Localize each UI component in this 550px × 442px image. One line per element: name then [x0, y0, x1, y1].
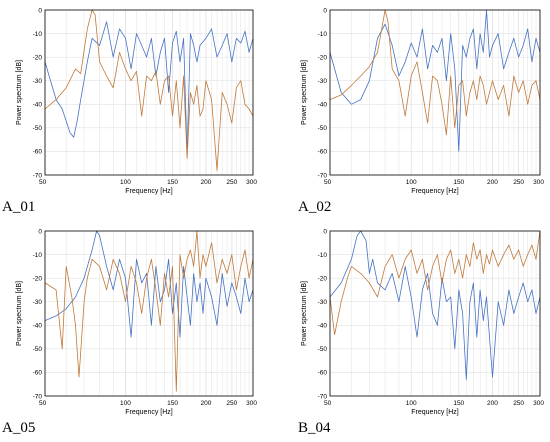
x-tick-label: 250 — [226, 400, 237, 407]
y-axis-label: Power spectrum [dB] — [301, 281, 308, 346]
y-tick-label: -70 — [318, 172, 328, 179]
x-axis-label: Frequency [Hz] — [125, 188, 173, 195]
y-tick-label: -40 — [33, 323, 43, 330]
x-tick-label: 200 — [201, 179, 212, 186]
y-tick-label: -60 — [318, 149, 328, 156]
panel-a05: 0 -10 -20 -30 -40 -50 -60 -70 50 100 150 200 250 300 F… — [0, 221, 270, 442]
x-tick-label: 300 — [533, 179, 544, 186]
x-tick-label: 200 — [487, 179, 498, 186]
y-tick-label: -10 — [33, 31, 43, 38]
y-tick-label: -40 — [33, 102, 43, 109]
x-tick-label: 200 — [201, 400, 212, 407]
series-1-line — [44, 230, 254, 338]
panel-a01: 0 -10 -20 -30 -40 -50 -60 -70 50 100 150 200 250 300 F… — [0, 0, 270, 221]
x-tick-label: 150 — [167, 400, 178, 407]
y-tick-label: 0 — [323, 228, 327, 235]
x-tick-label: 300 — [246, 400, 257, 407]
panel-label: A_01 — [2, 199, 36, 215]
series-2-line — [329, 9, 541, 136]
x-axis-label: Frequency [Hz] — [411, 188, 459, 195]
y-tick-label: -20 — [33, 275, 43, 282]
x-tick-label: 300 — [246, 179, 257, 186]
y-tick-label: -50 — [33, 346, 43, 353]
y-tick-label: 0 — [38, 7, 42, 14]
y-tick-label: -40 — [318, 102, 328, 109]
x-tick-label: 200 — [487, 400, 498, 407]
plot-frame — [329, 230, 541, 397]
panel-b04: 0 -10 -20 -30 -40 -50 -60 -70 50 100 150 200 250 300 F… — [280, 221, 550, 442]
series-2-line — [44, 230, 254, 392]
y-tick-label: -10 — [318, 252, 328, 259]
panel-label: A_05 — [2, 420, 36, 436]
y-tick-label: -40 — [318, 323, 328, 330]
y-tick-label: -20 — [33, 54, 43, 61]
x-tick-label: 50 — [39, 179, 47, 186]
x-tick-label: 100 — [120, 400, 131, 407]
x-tick-label: 100 — [406, 179, 417, 186]
y-tick-label: -60 — [33, 149, 43, 156]
y-tick-label: -30 — [33, 299, 43, 306]
x-tick-label: 250 — [513, 400, 524, 407]
x-tick-label: 150 — [453, 179, 464, 186]
y-tick-label: -20 — [318, 54, 328, 61]
x-tick-label: 50 — [39, 400, 47, 407]
plot-frame — [44, 9, 254, 176]
y-tick-label: 0 — [38, 228, 42, 235]
y-tick-label: -60 — [33, 370, 43, 377]
y-axis-label: Power spectrum [dB] — [301, 60, 308, 125]
x-axis-label: Frequency [Hz] — [411, 409, 459, 416]
y-tick-label: -50 — [33, 125, 43, 132]
y-tick-label: -20 — [318, 275, 328, 282]
panel-label: A_02 — [298, 199, 332, 215]
panel-label: B_04 — [298, 420, 331, 436]
y-axis-label: Power spectrum [dB] — [16, 60, 23, 125]
y-tick-label: -70 — [318, 393, 328, 400]
y-tick-label: -10 — [33, 252, 43, 259]
x-tick-label: 150 — [167, 179, 178, 186]
x-tick-label: 250 — [513, 179, 524, 186]
x-tick-label: 50 — [324, 179, 332, 186]
x-axis-label: Frequency [Hz] — [125, 409, 173, 416]
y-tick-label: -30 — [318, 299, 328, 306]
series-1-line — [329, 230, 541, 380]
y-tick-label: -60 — [318, 370, 328, 377]
x-tick-label: 100 — [120, 179, 131, 186]
x-tick-label: 300 — [533, 400, 544, 407]
y-tick-label: -70 — [33, 172, 43, 179]
plot-frame — [44, 230, 254, 397]
x-tick-label: 50 — [324, 400, 332, 407]
series-2-line — [329, 230, 541, 336]
series-1-line — [44, 21, 254, 157]
y-tick-label: -50 — [318, 125, 328, 132]
y-axis-label: Power spectrum [dB] — [16, 281, 23, 346]
plot-frame — [329, 9, 541, 176]
x-tick-label: 100 — [406, 400, 417, 407]
panel-a02: 0 -10 -20 -30 -40 -50 -60 -70 50 100 150 200 250 300 F… — [280, 0, 550, 221]
y-tick-label: -30 — [33, 78, 43, 85]
y-tick-label: -10 — [318, 31, 328, 38]
y-tick-label: -50 — [318, 346, 328, 353]
series-2-line — [44, 9, 254, 171]
y-tick-label: -30 — [318, 78, 328, 85]
x-tick-label: 250 — [226, 179, 237, 186]
y-tick-label: -70 — [33, 393, 43, 400]
y-tick-label: 0 — [323, 7, 327, 14]
x-tick-label: 150 — [453, 400, 464, 407]
